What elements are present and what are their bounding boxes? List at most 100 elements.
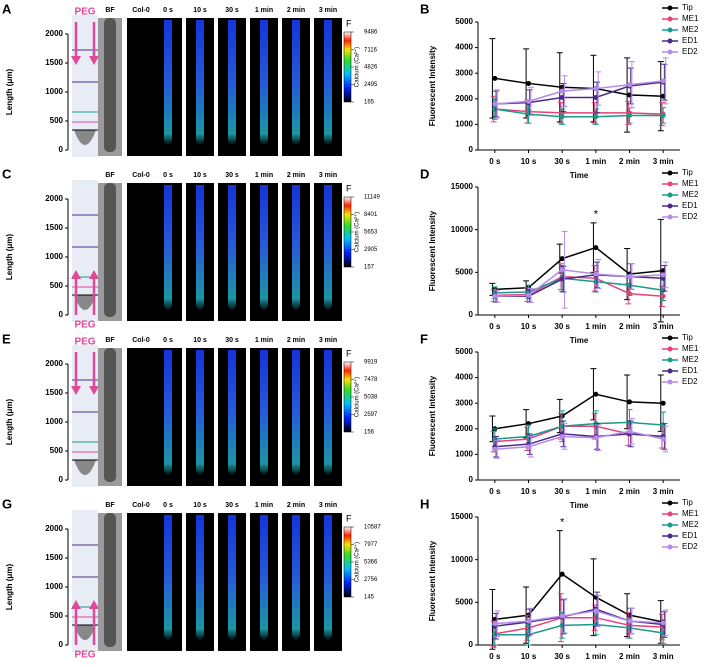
column-label: 1 min — [255, 502, 273, 509]
column-label: 1 min — [255, 172, 273, 179]
tick-label: 1500 — [45, 58, 63, 67]
root-signal — [292, 515, 300, 641]
column-label: Col-0 — [132, 172, 150, 179]
legend-marker — [667, 203, 673, 209]
fluorescence-image — [127, 18, 155, 156]
legend-label: ME1 — [682, 509, 699, 518]
legend-label: ME1 — [682, 14, 699, 23]
marker — [593, 391, 599, 397]
series-line — [494, 610, 664, 625]
marker — [627, 625, 632, 631]
x-tick-label: 0 s — [489, 157, 501, 166]
series-line — [494, 433, 664, 448]
legend-marker — [667, 533, 673, 539]
marker — [492, 446, 498, 452]
colorbar — [343, 361, 352, 433]
series-line — [494, 108, 664, 115]
column-label: 0 s — [163, 502, 173, 509]
peg-arrow-head — [71, 600, 81, 609]
marker — [593, 114, 599, 120]
column-label: Col-0 — [132, 7, 150, 14]
bf-root — [104, 348, 116, 482]
legend-label: ED2 — [682, 542, 698, 551]
root-signal — [260, 20, 268, 146]
marker — [526, 292, 531, 298]
fluorescence-image — [127, 513, 155, 651]
tick-label: 500 — [50, 116, 64, 125]
y-tick-label: 0 — [469, 640, 474, 649]
colorbar-tick-label: 11149 — [364, 195, 380, 201]
marker — [526, 98, 531, 104]
x-tick-label: 10 s — [521, 487, 537, 496]
legend-label: ME2 — [682, 355, 699, 364]
bf-root — [104, 183, 116, 317]
series-line — [494, 573, 664, 623]
x-tick-label: 1 min — [585, 652, 606, 661]
x-tick-label: 2 min — [619, 322, 640, 331]
legend-marker — [667, 214, 673, 220]
legend-marker — [667, 27, 673, 33]
series-line — [494, 77, 664, 97]
root-tip — [74, 295, 96, 310]
marker — [660, 112, 666, 118]
peg-label: PEG — [74, 320, 95, 331]
legend-label: ED2 — [682, 377, 698, 386]
x-tick-label: 30 s — [554, 487, 570, 496]
marker — [627, 612, 632, 618]
x-tick-label: 10 s — [521, 157, 537, 166]
bf-root — [104, 513, 116, 647]
annotation: * — [560, 517, 565, 529]
marker — [593, 271, 599, 277]
y-tick-label: 15000 — [451, 182, 474, 191]
series-line — [494, 246, 664, 291]
length-axis-label: Length (μm) — [5, 69, 14, 116]
column-label: 30 s — [225, 172, 239, 179]
legend-label: ME2 — [682, 25, 699, 34]
marker — [627, 618, 632, 624]
peg-arrow-head — [89, 386, 99, 395]
legend-label: ED2 — [682, 47, 698, 56]
column-label: 30 s — [225, 337, 239, 344]
series-line — [494, 393, 664, 430]
column-label: Col-0 — [132, 337, 150, 344]
marker — [660, 272, 666, 278]
root-signal — [228, 515, 236, 641]
colorbar-tick-label: 5366 — [364, 560, 378, 566]
legend-marker — [667, 511, 673, 517]
colorbar-tick-label: 5038 — [364, 395, 378, 401]
series-line — [494, 80, 664, 105]
column-label: BF — [105, 7, 115, 14]
y-tick-label: 2000 — [455, 424, 473, 433]
marker — [593, 435, 599, 441]
tick-label: 1500 — [45, 388, 63, 397]
root-tip — [74, 130, 96, 145]
legend-label: ED1 — [682, 36, 698, 45]
column-label: 2 min — [287, 502, 305, 509]
peg-arrow-head — [71, 56, 81, 65]
legend-marker — [667, 38, 673, 44]
column-label: 2 min — [287, 7, 305, 14]
colorbar-tick-label: 2495 — [364, 82, 378, 88]
x-tick-label: 3 min — [653, 157, 674, 166]
y-tick-label: 0 — [469, 145, 474, 154]
series-line — [494, 421, 664, 440]
root-tip — [74, 625, 96, 640]
y-tick-label: 3000 — [455, 68, 473, 77]
panel-letter: H — [420, 496, 429, 511]
marker — [559, 114, 565, 120]
legend-label: Tip — [682, 3, 693, 12]
tick-label: 1500 — [45, 223, 63, 232]
legend-marker — [667, 544, 673, 550]
series-line — [494, 616, 664, 635]
y-tick-label: 2000 — [455, 94, 473, 103]
legend-marker — [667, 379, 673, 385]
y-tick-label: 15000 — [451, 512, 474, 521]
marker — [559, 256, 565, 262]
colorbar-tick-label: 145 — [364, 595, 375, 601]
legend-label: ED1 — [682, 531, 698, 540]
legend-label: ME2 — [682, 190, 699, 199]
marker — [593, 608, 599, 614]
column-label: 0 s — [163, 337, 173, 344]
marker — [526, 80, 531, 86]
peg-label: PEG — [74, 337, 95, 348]
